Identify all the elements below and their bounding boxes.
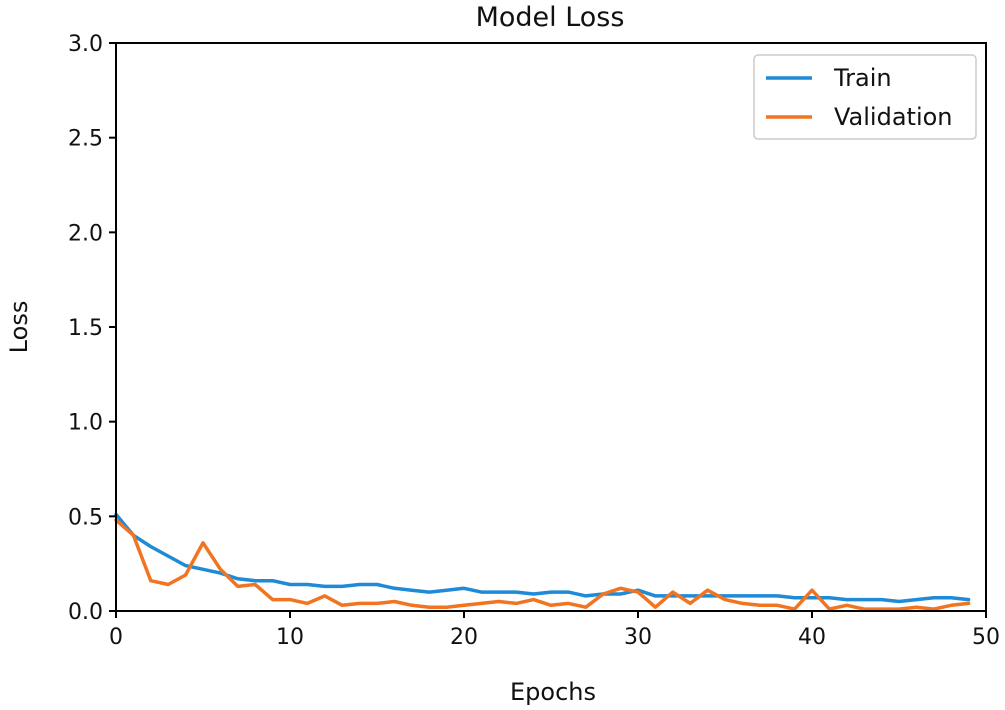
- x-tick-label: 40: [798, 625, 826, 650]
- y-tick-label: 0.5: [68, 505, 103, 530]
- y-tick-label: 1.0: [68, 411, 103, 436]
- x-tick-label: 0: [109, 625, 123, 650]
- y-tick-label: 2.0: [68, 221, 103, 246]
- legend: Train Validation: [753, 54, 977, 140]
- x-tick-label: 20: [450, 625, 478, 650]
- y-tick-label: 0.0: [68, 600, 103, 625]
- x-axis-title: Epochs: [510, 678, 596, 706]
- y-tick-label: 1.5: [68, 316, 103, 341]
- x-tick-label: 10: [276, 625, 304, 650]
- x-tick-label: 50: [972, 625, 1000, 650]
- y-axis-title: Loss: [5, 301, 33, 354]
- y-tick-label: 2.5: [68, 127, 103, 152]
- series-line-validation: [114, 518, 971, 611]
- y-tick-label: 3.0: [68, 32, 103, 57]
- x-tick-label: 30: [624, 625, 652, 650]
- chart-title: Model Loss: [476, 2, 625, 33]
- legend-label-train: Train: [833, 64, 892, 92]
- series-line-train: [114, 512, 971, 604]
- legend-label-validation: Validation: [834, 103, 953, 131]
- plot-area: 0 10 20 30 40 50 0.0 0.5 1.0 1.5 2.0 2.5 3.0: [68, 32, 1000, 650]
